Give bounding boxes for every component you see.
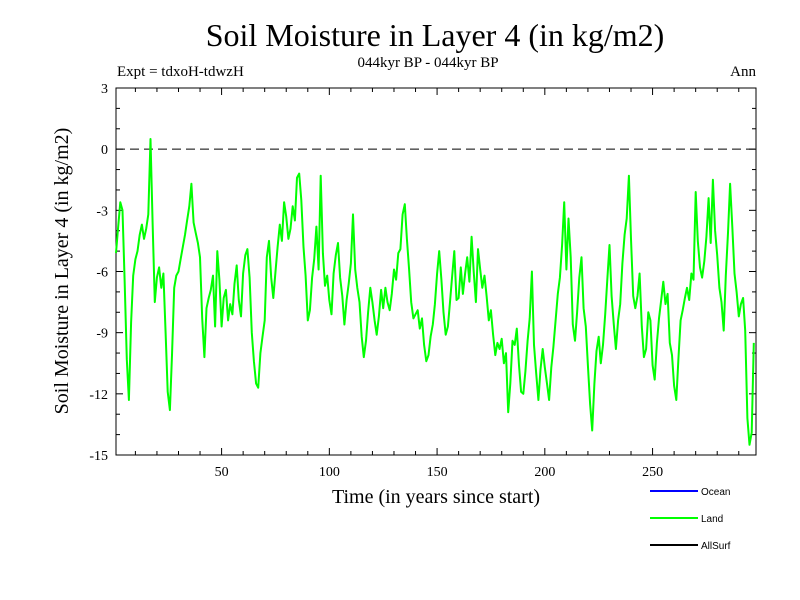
- plot-frame: [115, 87, 757, 456]
- y-tick-label: -9: [96, 327, 108, 342]
- legend-label-allsurf: AllSurf: [701, 541, 731, 552]
- series-line-land: [115, 138, 755, 446]
- x-tick-label: 250: [642, 465, 663, 480]
- legend-label-ocean: Ocean: [701, 487, 730, 498]
- x-tick-label: 200: [534, 465, 555, 480]
- y-axis-label: Soil Moisture in Layer 4 (in kg/m2): [51, 128, 73, 415]
- y-tick-label: 0: [101, 143, 108, 158]
- y-tick-label: 3: [101, 82, 108, 97]
- season-label: Ann: [730, 64, 756, 80]
- legend-label-land: Land: [701, 514, 723, 525]
- x-tick-label: 50: [215, 465, 229, 480]
- x-tick-label: 150: [427, 465, 448, 480]
- y-tick-label: -6: [96, 266, 108, 281]
- plot-area: 3 0 -3 -6 -9 -12 -15 50 100 150 200 250: [89, 82, 757, 480]
- y-tick-label: -15: [89, 449, 108, 464]
- y-tick-label: -12: [89, 388, 108, 403]
- chart-subtitle: 044kyr BP - 044kyr BP: [357, 55, 498, 71]
- x-axis-label: Time (in years since start): [332, 486, 540, 508]
- chart-title: Soil Moisture in Layer 4 (in kg/m2): [206, 17, 665, 53]
- y-tick-label: -3: [96, 204, 108, 219]
- legend: Ocean Land AllSurf: [650, 487, 731, 552]
- experiment-label: Expt = tdxoH-tdwzH: [117, 64, 244, 80]
- x-tick-label: 100: [319, 465, 340, 480]
